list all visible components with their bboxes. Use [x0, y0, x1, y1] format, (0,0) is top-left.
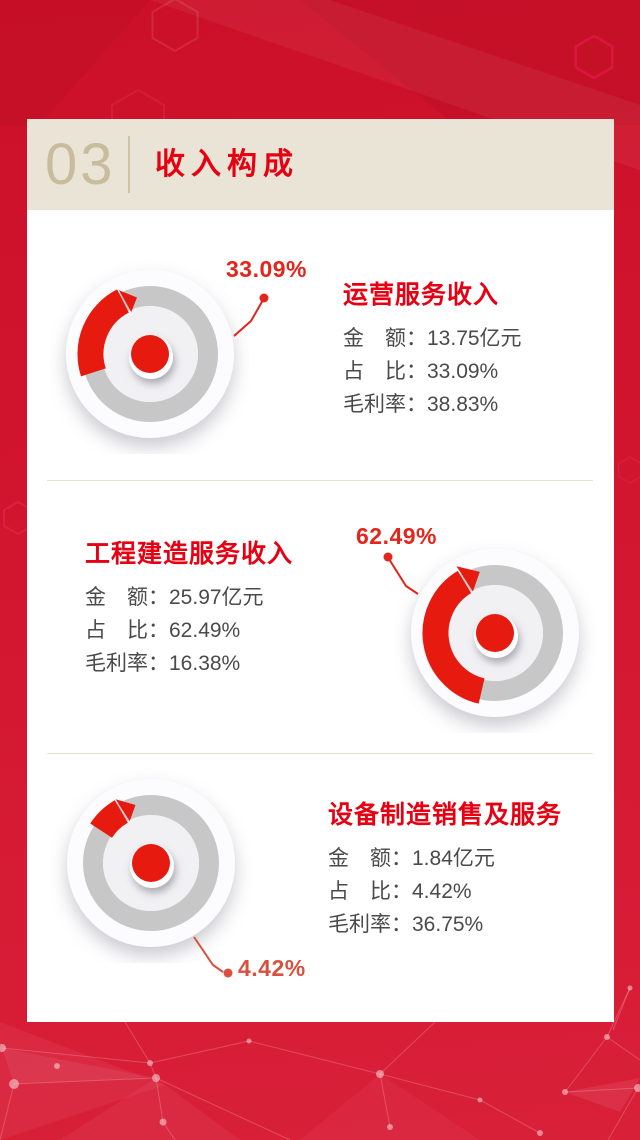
revenue-section-equipment: 4.42% 设备制造销售及服务 金 额：1.84亿元 占 比：4.42% 毛利率…: [27, 753, 614, 1022]
gauge-chart-operating: [66, 270, 234, 438]
arrow-head-icon: [115, 799, 136, 822]
metric-row-margin: 毛利率：38.83%: [343, 388, 522, 421]
leader-dot: [223, 968, 233, 978]
arrow-head-icon: [118, 290, 137, 312]
leader-dot: [259, 293, 269, 303]
metric-row-share: 占 比：62.49%: [85, 614, 293, 647]
header-divider-line: [128, 136, 130, 193]
gauge-center-dot: [476, 614, 514, 652]
metric-value: 62.49%: [169, 619, 241, 642]
metric-value: 36.75%: [412, 913, 484, 936]
section-number: 03: [45, 132, 116, 197]
metric-row-margin: 毛利率：16.38%: [85, 647, 293, 680]
metric-label: 金 额：: [343, 327, 427, 350]
metric-row-amount: 金 额：25.97亿元: [85, 581, 293, 614]
metric-label: 毛利率：: [343, 393, 427, 416]
gauge-chart-equipment: [67, 779, 235, 947]
metric-value: 33.09%: [427, 360, 499, 383]
metric-row-margin: 毛利率：36.75%: [328, 908, 562, 941]
section-divider: [47, 753, 593, 754]
metric-rows: 金 额：1.84亿元 占 比：4.42% 毛利率：36.75%: [328, 842, 562, 941]
gauge-value-arc: [77, 289, 130, 377]
page-title: 收入构成: [155, 148, 299, 181]
metric-label: 占 比：: [328, 880, 412, 903]
metric-value: 16.38%: [169, 652, 241, 675]
metric-label: 占 比：: [343, 360, 427, 383]
revenue-section-operating: 33.09% 运营服务收入 金 额：13.75亿元 占 比：33.09% 毛利率…: [27, 210, 614, 480]
gauge-chart-construction: [411, 549, 579, 717]
metric-label: 金 额：: [328, 847, 412, 870]
arrow-head-icon: [456, 566, 480, 592]
gauge-center-dot: [132, 844, 170, 882]
metric-value: 4.42%: [412, 880, 472, 903]
percent-callout: 62.49%: [356, 523, 438, 549]
metric-row-share: 占 比：4.42%: [328, 875, 562, 908]
metric-label: 毛利率：: [85, 652, 169, 675]
percent-callout: 33.09%: [226, 256, 308, 282]
metric-rows: 金 额：13.75亿元 占 比：33.09% 毛利率：38.83%: [343, 322, 522, 421]
metric-rows: 金 额：25.97亿元 占 比：62.49% 毛利率：16.38%: [85, 581, 293, 680]
metric-row-amount: 金 额：13.75亿元: [343, 322, 522, 355]
revenue-section-construction: 62.49% 工程建造服务收入 金 额：25.97亿元 占 比：62.49% 毛…: [27, 480, 614, 753]
metric-row-share: 占 比：33.09%: [343, 355, 522, 388]
gauge-value-arc: [90, 800, 129, 839]
metric-value: 1.84亿元: [412, 847, 495, 870]
percent-callout: 4.42%: [238, 955, 306, 981]
revenue-info-block: 设备制造销售及服务 金 额：1.84亿元 占 比：4.42% 毛利率：36.75…: [328, 801, 562, 941]
revenue-info-block: 运营服务收入 金 额：13.75亿元 占 比：33.09% 毛利率：38.83%: [343, 281, 522, 421]
metric-label: 毛利率：: [328, 913, 412, 936]
metric-value: 25.97亿元: [169, 586, 264, 609]
metric-value: 13.75亿元: [427, 327, 522, 350]
revenue-category-title: 设备制造销售及服务: [328, 801, 563, 829]
leader-dot: [383, 552, 393, 562]
gauge-value-arc: [422, 570, 486, 704]
gauge-track-ring: [83, 795, 219, 931]
metric-label: 占 比：: [85, 619, 169, 642]
content-card: 03 收入构成 33.09% 运营服务收入: [27, 119, 614, 1022]
metric-label: 金 额：: [85, 586, 169, 609]
metric-row-amount: 金 额：1.84亿元: [328, 842, 562, 875]
revenue-category-title: 运营服务收入: [343, 281, 500, 309]
section-divider: [47, 480, 593, 481]
revenue-category-title: 工程建造服务收入: [85, 540, 294, 568]
gauge-center-dot: [131, 335, 169, 373]
metric-value: 38.83%: [427, 393, 499, 416]
section-header: 03 收入构成: [27, 119, 614, 210]
revenue-info-block: 工程建造服务收入 金 额：25.97亿元 占 比：62.49% 毛利率：16.3…: [85, 540, 293, 680]
